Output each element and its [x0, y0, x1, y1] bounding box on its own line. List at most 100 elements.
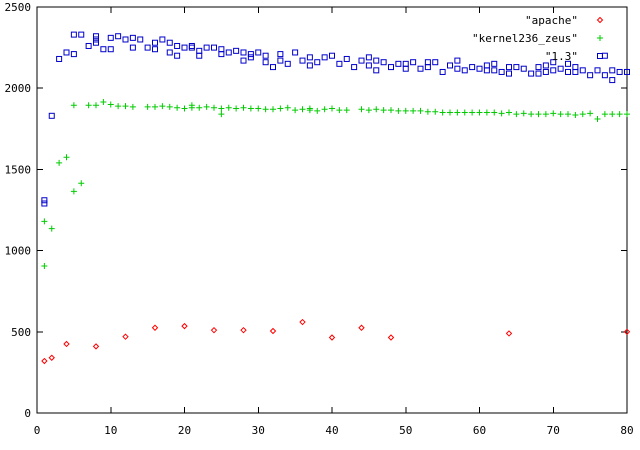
data-point [196, 47, 203, 54]
data-point [365, 54, 372, 61]
data-point [78, 180, 85, 187]
data-point [152, 39, 158, 46]
data-point [513, 111, 520, 118]
data-point [402, 107, 409, 114]
data-point [329, 105, 335, 112]
data-point [483, 109, 490, 116]
data-point [100, 46, 107, 53]
data-point [41, 218, 48, 225]
data-point [506, 64, 512, 71]
legend-label: "1.3" [545, 50, 578, 63]
data-point [122, 103, 129, 110]
plot-frame [36, 6, 628, 414]
data-point [277, 57, 284, 64]
data-point [240, 57, 247, 64]
data-point [454, 65, 461, 72]
data-point [306, 105, 313, 112]
x-tick-label: 60 [473, 424, 486, 437]
data-point [85, 42, 92, 49]
data-point [461, 67, 468, 74]
data-point [115, 103, 122, 110]
data-point [336, 60, 343, 67]
data-point [402, 60, 409, 67]
data-point [152, 46, 158, 53]
data-point [247, 105, 254, 112]
data-point [609, 77, 616, 84]
data-point [48, 112, 55, 119]
x-tick-label: 50 [399, 424, 412, 437]
data-point [469, 109, 476, 116]
data-point [505, 330, 513, 337]
data-point [107, 34, 114, 41]
legend-label: "kernel236_zeus" [472, 32, 578, 45]
data-point [395, 107, 402, 114]
data-point [380, 59, 387, 66]
data-point [343, 55, 350, 62]
data-point [255, 105, 262, 112]
data-point [48, 225, 55, 232]
data-point [594, 67, 601, 74]
data-point [255, 49, 262, 56]
data-point [351, 64, 358, 71]
data-point [491, 67, 498, 74]
data-point [240, 49, 247, 56]
data-point [469, 64, 476, 71]
data-point [616, 68, 623, 75]
data-point [115, 33, 122, 40]
data-point [181, 105, 188, 112]
data-point [292, 107, 299, 114]
data-point [594, 116, 601, 123]
data-point [321, 106, 328, 113]
data-point [447, 109, 453, 116]
data-point [262, 106, 269, 113]
data-point [565, 60, 571, 67]
data-point [373, 57, 380, 64]
series-1 [41, 99, 630, 270]
data-point [93, 39, 99, 46]
legend-label: "apache" [525, 14, 578, 27]
data-point [587, 72, 594, 79]
x-tick-label: 70 [547, 424, 560, 437]
data-point [174, 104, 181, 111]
data-point [210, 326, 218, 334]
data-point [129, 34, 136, 41]
data-point [491, 60, 498, 67]
data-point [579, 111, 586, 118]
data-point [328, 334, 336, 341]
data-point [166, 103, 173, 110]
data-point [542, 62, 549, 69]
data-point [565, 68, 571, 75]
y-tick-label: 2500 [5, 1, 32, 14]
data-point [92, 343, 100, 350]
data-point [380, 107, 387, 114]
data-point [41, 357, 48, 365]
axis-ticks [36, 6, 628, 414]
data-point [107, 46, 114, 53]
data-point [218, 111, 225, 118]
data-point [439, 109, 446, 116]
data-point [211, 104, 217, 111]
data-point [211, 44, 217, 51]
data-point [498, 110, 505, 117]
data-point [565, 111, 571, 118]
y-tick-label: 2000 [5, 82, 32, 95]
data-point [159, 36, 166, 43]
data-point [424, 108, 431, 115]
data-point [388, 64, 394, 71]
data-point [269, 327, 277, 335]
data-point [410, 59, 417, 66]
data-point [152, 103, 158, 110]
data-point [417, 65, 424, 72]
data-point [550, 110, 557, 117]
data-point [233, 47, 240, 54]
data-point [63, 340, 70, 348]
data-point [129, 103, 136, 110]
data-point [41, 197, 48, 204]
data-point [424, 64, 431, 71]
data-point [417, 107, 424, 114]
data-point [476, 65, 483, 72]
data-point [365, 107, 372, 114]
legend: "apache" "kernel236_zeus" "1.3" [472, 14, 604, 63]
data-point [461, 109, 468, 116]
data-point [277, 51, 284, 58]
